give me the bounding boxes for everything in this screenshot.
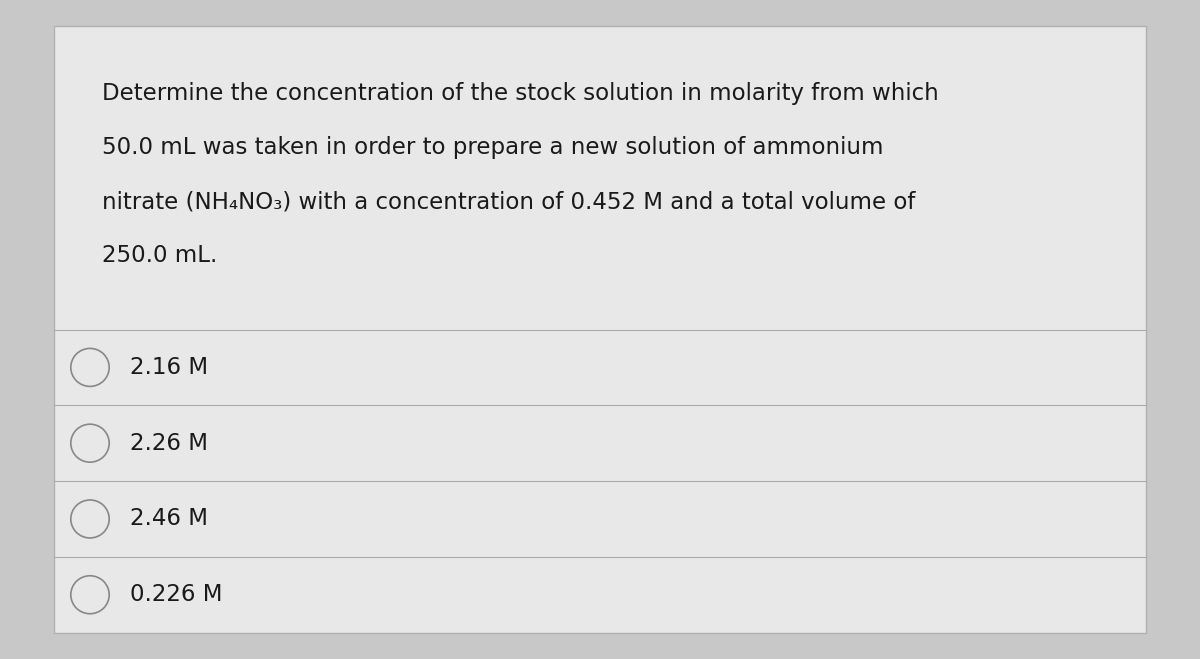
Text: Determine the concentration of the stock solution in molarity from which: Determine the concentration of the stock… bbox=[102, 82, 938, 105]
Text: nitrate (NH₄NO₃) with a concentration of 0.452 M and a total volume of: nitrate (NH₄NO₃) with a concentration of… bbox=[102, 190, 916, 214]
Text: 250.0 mL.: 250.0 mL. bbox=[102, 244, 217, 268]
Text: 0.226 M: 0.226 M bbox=[130, 583, 222, 606]
Text: 50.0 mL was taken in order to prepare a new solution of ammonium: 50.0 mL was taken in order to prepare a … bbox=[102, 136, 883, 159]
Text: 2.16 M: 2.16 M bbox=[130, 356, 208, 379]
Text: 2.46 M: 2.46 M bbox=[130, 507, 208, 530]
Text: 2.26 M: 2.26 M bbox=[130, 432, 208, 455]
